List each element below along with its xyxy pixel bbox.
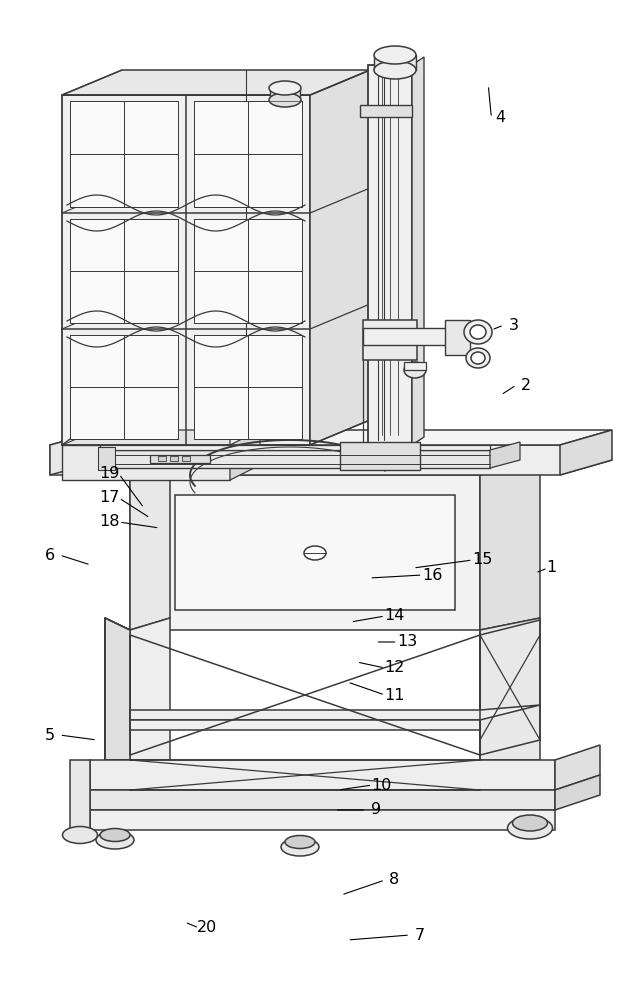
Polygon shape xyxy=(62,445,230,480)
Text: 11: 11 xyxy=(384,688,404,702)
Polygon shape xyxy=(130,462,170,630)
Polygon shape xyxy=(105,618,130,760)
Text: 5: 5 xyxy=(45,728,55,742)
Polygon shape xyxy=(70,760,90,830)
Ellipse shape xyxy=(269,81,301,95)
Text: 6: 6 xyxy=(45,548,55,562)
Polygon shape xyxy=(340,442,420,470)
Polygon shape xyxy=(150,455,210,463)
Polygon shape xyxy=(100,445,490,450)
Polygon shape xyxy=(360,105,412,117)
Polygon shape xyxy=(445,320,470,355)
Polygon shape xyxy=(363,320,417,360)
Polygon shape xyxy=(130,475,480,630)
Ellipse shape xyxy=(404,362,426,378)
Bar xyxy=(182,456,190,461)
Text: 18: 18 xyxy=(100,514,120,530)
Polygon shape xyxy=(555,745,600,790)
Polygon shape xyxy=(130,720,480,730)
Polygon shape xyxy=(70,219,178,323)
Polygon shape xyxy=(194,335,302,439)
Polygon shape xyxy=(194,219,302,323)
Ellipse shape xyxy=(466,348,490,368)
Polygon shape xyxy=(404,362,426,370)
Polygon shape xyxy=(194,101,302,207)
Polygon shape xyxy=(62,70,370,95)
Ellipse shape xyxy=(374,46,416,64)
Text: 9: 9 xyxy=(371,802,381,818)
Polygon shape xyxy=(368,65,412,445)
Ellipse shape xyxy=(96,831,134,849)
Polygon shape xyxy=(70,335,178,439)
Polygon shape xyxy=(555,775,600,810)
Polygon shape xyxy=(490,442,520,468)
Polygon shape xyxy=(270,88,300,100)
Polygon shape xyxy=(105,618,130,760)
Text: 2: 2 xyxy=(521,377,531,392)
Bar xyxy=(170,456,178,461)
Polygon shape xyxy=(50,430,105,475)
Polygon shape xyxy=(90,810,555,830)
Ellipse shape xyxy=(513,815,548,831)
Polygon shape xyxy=(50,430,612,445)
Polygon shape xyxy=(70,101,178,207)
Polygon shape xyxy=(560,430,612,475)
Ellipse shape xyxy=(464,320,492,344)
Ellipse shape xyxy=(63,826,98,844)
Text: 19: 19 xyxy=(100,466,120,482)
Ellipse shape xyxy=(471,352,485,364)
Text: 8: 8 xyxy=(389,872,399,888)
Polygon shape xyxy=(62,430,230,445)
Polygon shape xyxy=(480,460,540,630)
Ellipse shape xyxy=(508,817,553,839)
Polygon shape xyxy=(98,447,115,470)
Polygon shape xyxy=(412,57,424,445)
Text: 1: 1 xyxy=(546,560,556,576)
Ellipse shape xyxy=(304,546,326,560)
Polygon shape xyxy=(130,618,170,760)
Ellipse shape xyxy=(470,325,486,339)
Text: 12: 12 xyxy=(384,660,404,676)
Text: 7: 7 xyxy=(414,928,424,942)
Ellipse shape xyxy=(100,828,130,842)
Text: 10: 10 xyxy=(372,778,392,792)
Polygon shape xyxy=(480,618,540,760)
Polygon shape xyxy=(310,70,370,445)
Ellipse shape xyxy=(285,836,315,848)
Ellipse shape xyxy=(281,838,319,856)
Polygon shape xyxy=(230,430,260,480)
Text: 16: 16 xyxy=(422,568,442,582)
Ellipse shape xyxy=(269,93,301,107)
Polygon shape xyxy=(363,328,455,345)
Text: 15: 15 xyxy=(472,552,492,568)
Polygon shape xyxy=(374,55,416,70)
Polygon shape xyxy=(100,450,490,468)
Text: 17: 17 xyxy=(100,490,120,506)
Text: 14: 14 xyxy=(384,608,404,624)
Text: 13: 13 xyxy=(397,635,417,650)
Polygon shape xyxy=(90,760,555,790)
Polygon shape xyxy=(175,495,455,610)
Polygon shape xyxy=(50,445,612,475)
Text: 20: 20 xyxy=(197,920,217,936)
Polygon shape xyxy=(130,705,540,720)
Text: 4: 4 xyxy=(496,110,506,125)
Ellipse shape xyxy=(374,61,416,79)
Polygon shape xyxy=(62,95,310,445)
Polygon shape xyxy=(90,790,555,810)
Bar xyxy=(158,456,166,461)
Text: 3: 3 xyxy=(508,318,518,332)
